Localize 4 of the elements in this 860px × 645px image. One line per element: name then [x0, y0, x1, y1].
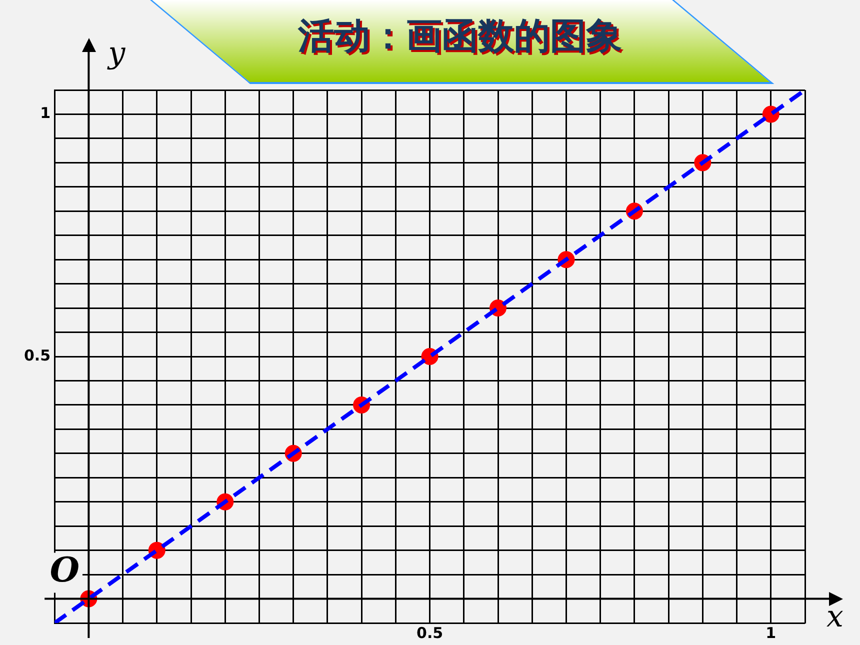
chart-title: 活动：画函数的图象 [296, 15, 623, 59]
x-axis-title: x [826, 600, 844, 635]
annotation: O [50, 550, 80, 591]
y-axis-title: y [106, 36, 126, 71]
